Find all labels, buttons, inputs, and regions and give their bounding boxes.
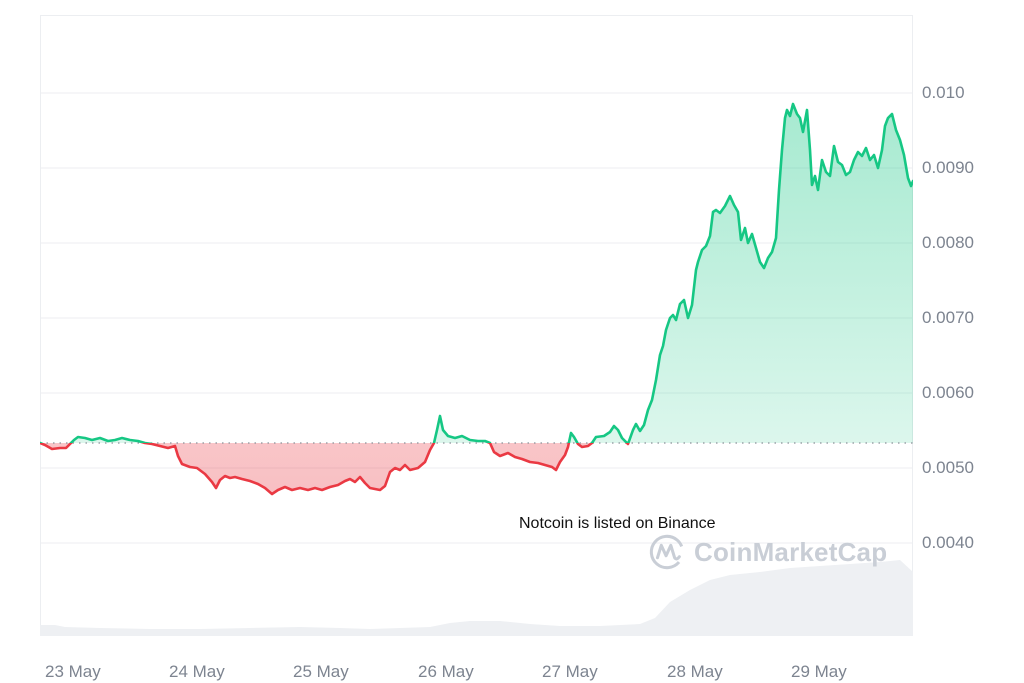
y-tick-label: 0.0060 (922, 383, 974, 402)
x-tick-label: 25 May (293, 662, 349, 681)
x-tick-label: 28 May (667, 662, 723, 681)
x-tick-label: 24 May (169, 662, 225, 681)
coinmarketcap-watermark: CoinMarketCap (648, 533, 887, 571)
x-tick-label: 27 May (542, 662, 598, 681)
y-tick-label: 0.010 (922, 83, 965, 102)
x-tick-label: 23 May (45, 662, 101, 681)
event-annotation[interactable]: Notcoin is listed on Binance (519, 515, 716, 532)
volume-area (40, 560, 913, 636)
y-tick-label: 0.0070 (922, 308, 974, 327)
y-tick-label: 0.0050 (922, 458, 974, 477)
x-tick-label: 26 May (418, 662, 474, 681)
price-area-fill (40, 104, 913, 494)
coinmarketcap-logo-icon (649, 534, 685, 570)
y-tick-label: 0.0040 (922, 533, 974, 552)
watermark-text: CoinMarketCap (694, 536, 888, 567)
y-tick-label: 0.0080 (922, 233, 974, 252)
x-tick-label: 29 May (791, 662, 847, 681)
y-tick-label: 0.0090 (922, 158, 974, 177)
price-line (40, 102, 913, 496)
